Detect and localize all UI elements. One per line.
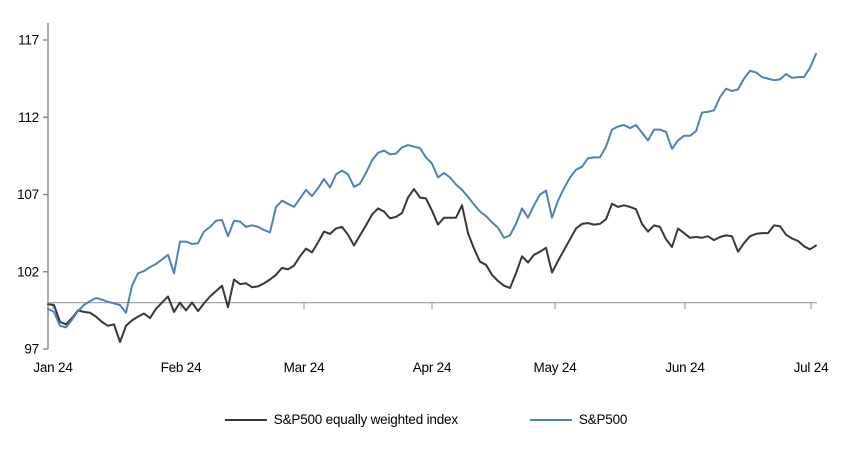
series-line-equal-weight	[47, 188, 817, 343]
x-axis-label: Mar 24	[284, 360, 326, 375]
x-axis-label: Jul 24	[794, 360, 830, 375]
x-axis-label: Jan 24	[33, 360, 73, 375]
y-axis-tick-label: 112	[18, 110, 39, 125]
x-axis-label: Jun 24	[665, 360, 705, 375]
x-axis-label: May 24	[533, 360, 577, 375]
legend-line-swatch-equal-weight	[224, 418, 267, 421]
legend-label-sp500: S&P500	[578, 412, 628, 427]
series-line-sp500	[47, 52, 817, 329]
legend-item-equal-weight: S&P500 equally weighted index	[224, 412, 458, 427]
x-axis-label: Apr 24	[413, 360, 452, 375]
y-axis-tick-label: 102	[17, 264, 39, 279]
x-axis-label: Feb 24	[161, 360, 203, 375]
y-axis-tick-label: 107	[17, 187, 39, 202]
y-axis-tick-label: 117	[18, 33, 39, 48]
legend-item-sp500: S&P500	[529, 412, 628, 427]
legend-label-equal-weight: S&P500 equally weighted index	[273, 412, 458, 427]
y-axis-tick-label: 97	[24, 342, 39, 357]
legend-line-swatch-sp500	[529, 418, 572, 421]
chart-legend: S&P500 equally weighted index S&P500	[0, 412, 852, 427]
